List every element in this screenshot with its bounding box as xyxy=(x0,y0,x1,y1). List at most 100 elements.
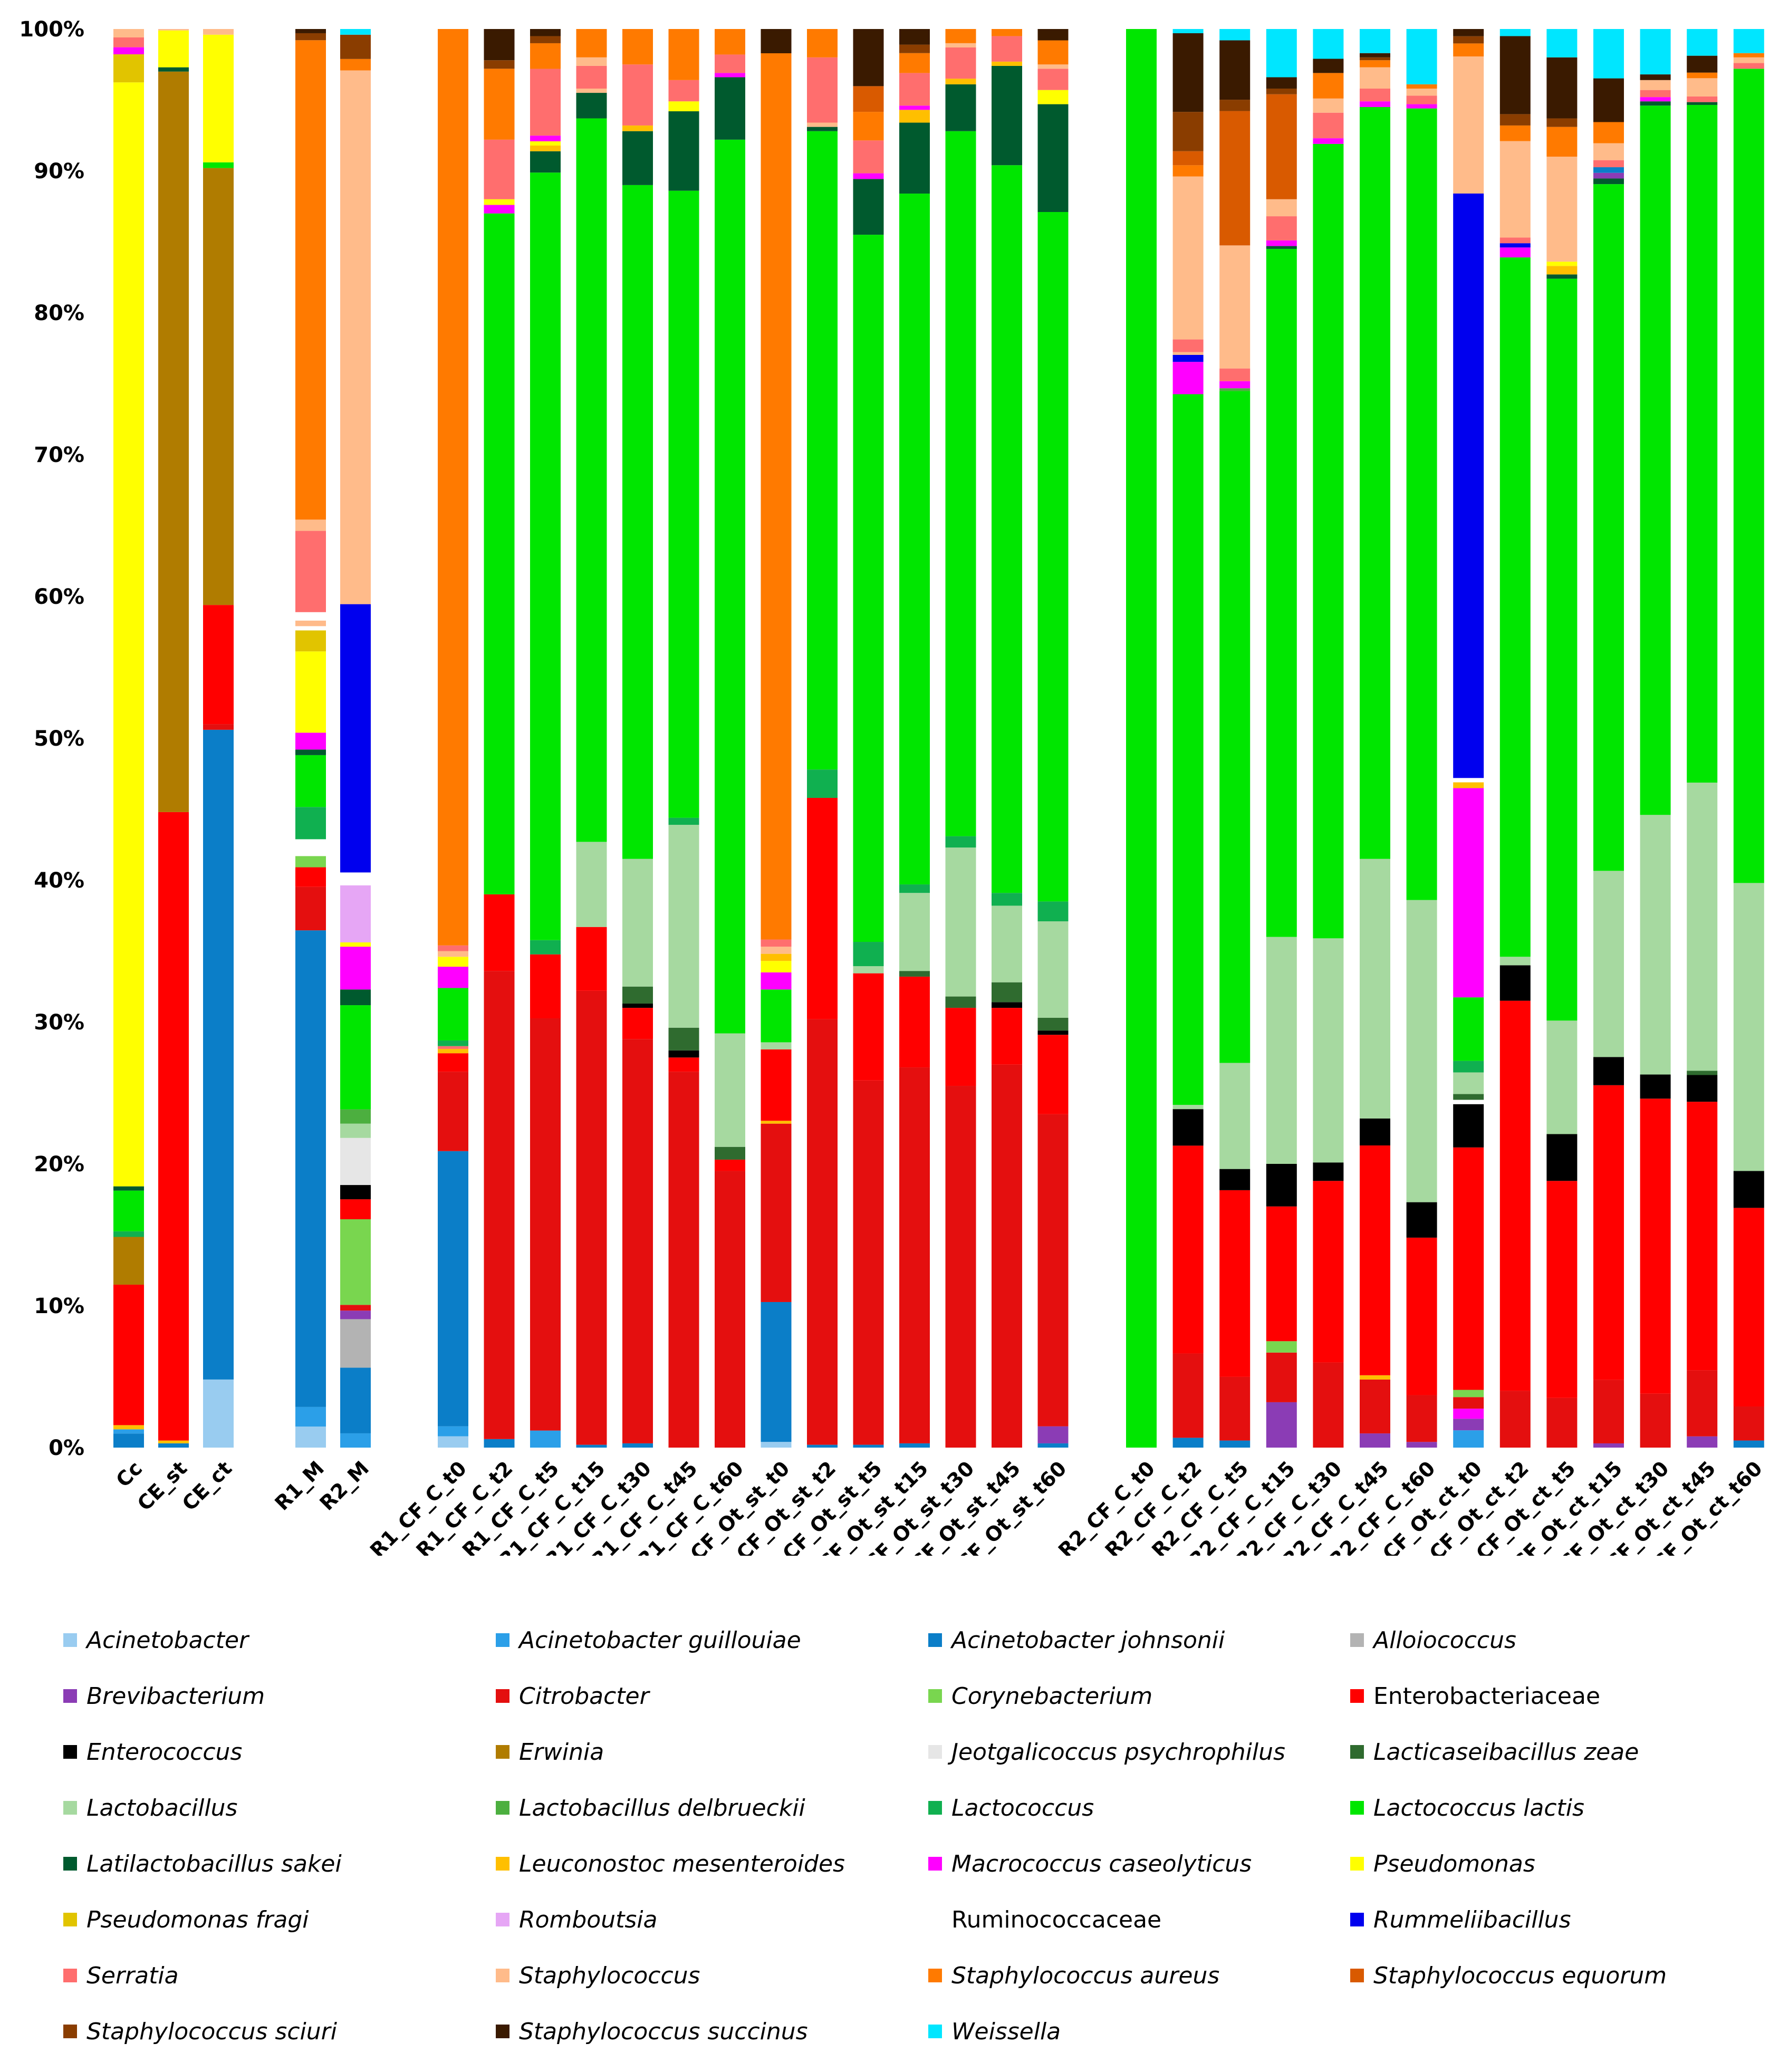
bar-segment xyxy=(1687,72,1718,79)
bar-segment xyxy=(1593,178,1624,185)
bar-R1_CF_C_t15 xyxy=(576,29,607,1448)
bar-segment xyxy=(1406,29,1437,84)
bar-segment xyxy=(295,1406,326,1427)
bar-segment xyxy=(1499,114,1531,126)
bar-segment xyxy=(945,131,976,836)
bar-segment xyxy=(530,954,561,1018)
bar-segment xyxy=(715,1171,745,1448)
bar-segment xyxy=(340,1123,371,1138)
bar-segment xyxy=(295,856,326,868)
bar-segment xyxy=(715,1146,745,1160)
bar-segment xyxy=(1453,193,1484,778)
bar-R2_CF_Ot_ct_t15 xyxy=(1593,29,1624,1448)
bar-segment xyxy=(1037,104,1069,213)
bar-segment xyxy=(1593,871,1624,1057)
bar-segment xyxy=(945,836,976,848)
bar-segment xyxy=(668,1050,699,1058)
bar-segment xyxy=(1733,1440,1764,1448)
bar-segment xyxy=(1453,1419,1484,1431)
bar-segment xyxy=(1453,1409,1484,1419)
bar-segment xyxy=(340,1310,371,1319)
bar-segment xyxy=(1172,1353,1204,1438)
legend-swatch xyxy=(496,2025,509,2038)
bar-segment xyxy=(1037,1035,1069,1114)
legend-item: Erwinia xyxy=(496,1736,604,1768)
bar-segment xyxy=(203,724,234,730)
bar-segment xyxy=(761,53,792,940)
y-tick-label: 100% xyxy=(19,17,84,42)
bar-segment xyxy=(1499,29,1531,36)
bar-segment xyxy=(761,1042,792,1049)
bar-segment xyxy=(1313,1362,1344,1448)
bar-R1_CF_C_t30 xyxy=(622,29,653,1448)
bar-segment xyxy=(295,749,326,755)
bar-R1_CF_Ot_st_t60 xyxy=(1037,29,1069,1448)
bar-segment xyxy=(295,755,326,807)
legend-item: Acinetobacter guillouiae xyxy=(496,1624,801,1656)
bar-segment xyxy=(438,967,468,988)
legend-label: Erwinia xyxy=(519,1738,604,1766)
bar-segment xyxy=(1593,1085,1624,1380)
bar-segment xyxy=(668,101,699,112)
bar-segment xyxy=(1219,1440,1251,1448)
legend-swatch xyxy=(63,1857,77,1871)
bar-segment xyxy=(113,1237,144,1285)
bar-segment xyxy=(295,1427,326,1448)
bar-segment xyxy=(1499,243,1531,248)
bar-segment xyxy=(484,60,515,69)
bar-segment xyxy=(295,886,326,931)
bar-segment xyxy=(1546,262,1578,266)
bar-segment xyxy=(438,29,468,946)
bar-R1_CF_C_t2 xyxy=(484,29,515,1448)
bar-segment xyxy=(1360,101,1390,107)
bar-segment xyxy=(295,807,326,840)
bar-segment xyxy=(1593,122,1624,143)
legend-label: Staphylococcus succinus xyxy=(519,2018,808,2045)
bar-segment xyxy=(1453,1390,1484,1398)
legend-swatch xyxy=(63,1969,77,1982)
bar-segment xyxy=(807,29,838,57)
bar-Cc xyxy=(113,29,144,1448)
bar-segment xyxy=(1360,1375,1390,1380)
bar-segment xyxy=(1546,157,1578,262)
y-axis: 0% 10% 20% 30% 40% 50% 60% 70% 80% 90% 100% xyxy=(19,17,84,1460)
bar-segment xyxy=(1453,788,1484,998)
bar-segment xyxy=(113,1186,144,1191)
bar-segment xyxy=(807,122,838,127)
bar-segment xyxy=(113,47,144,54)
legend-label: Jeotgalicoccus psychrophilus xyxy=(951,1738,1285,1766)
bar-segment xyxy=(899,73,930,106)
bar-segment xyxy=(1037,1030,1069,1035)
bar-segment xyxy=(340,59,371,71)
bar-segment xyxy=(899,44,930,53)
legend-label: Corynebacterium xyxy=(951,1682,1153,1710)
bar-segment xyxy=(1172,354,1204,362)
bar-segment xyxy=(158,67,189,72)
bar-segment xyxy=(899,884,930,893)
bar-R1_CF_C_t60 xyxy=(715,29,745,1448)
bar-segment xyxy=(295,626,326,631)
bar-segment xyxy=(1733,63,1764,69)
bar-segment xyxy=(899,893,930,971)
bar-segment xyxy=(853,1444,884,1448)
bar-segment xyxy=(1219,388,1251,391)
bar-segment xyxy=(1406,108,1437,900)
bar-segment xyxy=(340,1305,371,1311)
bar-segment xyxy=(576,65,607,89)
bar-segment xyxy=(1546,278,1578,1021)
bar-segment xyxy=(438,988,468,1040)
legend-label: Lactobacillus delbrueckii xyxy=(519,1794,805,1822)
bar-segment xyxy=(1172,352,1204,355)
bar-segment xyxy=(1640,74,1671,80)
bar-segment xyxy=(622,1004,653,1008)
bar-segment xyxy=(668,1057,699,1072)
bar-segment xyxy=(1172,1105,1204,1110)
bar-segment xyxy=(899,122,930,194)
bar-segment xyxy=(1546,57,1578,119)
bar-segment xyxy=(1172,33,1204,112)
bar-R2_CF_C_t0 xyxy=(1126,29,1157,1448)
bar-segment xyxy=(295,620,326,627)
bar-segment xyxy=(715,73,745,78)
bar-segment xyxy=(715,29,745,55)
bar-segment xyxy=(807,769,838,798)
